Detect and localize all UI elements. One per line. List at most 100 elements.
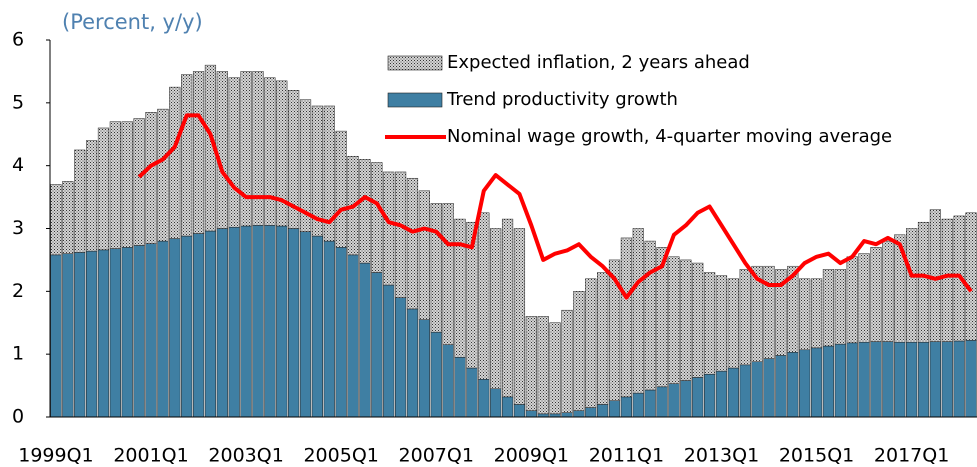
bar: [478, 379, 490, 418]
bar: [252, 71, 264, 226]
bar: [311, 105, 324, 237]
bar: [858, 253, 870, 343]
bar: [597, 272, 609, 405]
bar: [727, 367, 739, 418]
bar: [121, 121, 133, 248]
x-tick-label: 2011Q1: [589, 445, 664, 467]
bar: [394, 171, 407, 298]
bar: [894, 234, 906, 343]
bar: [573, 410, 585, 418]
bar: [525, 316, 537, 411]
bar: [216, 228, 228, 418]
bar: [490, 388, 502, 418]
bar: [109, 248, 121, 418]
bar: [323, 240, 335, 418]
x-tick-label: 2017Q1: [874, 445, 949, 467]
legend-swatch: [387, 92, 443, 108]
bar: [656, 247, 668, 388]
bar: [775, 269, 787, 356]
bar: [74, 149, 86, 253]
bar: [347, 254, 359, 418]
bar: [965, 340, 977, 418]
bar: [787, 352, 799, 418]
bar: [264, 77, 276, 226]
legend-label: Trend productivity growth: [446, 89, 678, 110]
bar: [608, 259, 621, 401]
bar: [917, 341, 930, 418]
bar: [822, 345, 835, 418]
bar: [430, 203, 442, 333]
bar: [870, 247, 882, 342]
bar: [430, 331, 442, 418]
bar: [573, 291, 585, 411]
bar: [715, 275, 728, 372]
bar: [157, 240, 169, 418]
chart-title: (Percent, y/y): [62, 10, 203, 34]
bar: [62, 253, 74, 418]
bar: [240, 71, 252, 227]
bar: [810, 347, 823, 418]
bar: [133, 118, 145, 246]
x-tick-label: 2013Q1: [684, 445, 759, 467]
y-tick-label: 6: [12, 29, 24, 51]
bar: [525, 410, 537, 418]
bar: [822, 269, 835, 347]
y-tick-label: 0: [12, 406, 24, 428]
bar: [894, 341, 906, 418]
x-tick-label: 1999Q1: [18, 445, 93, 467]
bar: [763, 358, 775, 418]
x-tick-label: 2005Q1: [303, 445, 378, 467]
bar: [751, 361, 763, 418]
bar: [668, 383, 680, 418]
bar: [620, 396, 633, 418]
bar: [680, 380, 692, 418]
bar: [406, 177, 419, 310]
bar: [561, 412, 573, 418]
bar: [335, 130, 347, 248]
bar: [692, 377, 704, 418]
bar: [739, 364, 751, 418]
bar: [680, 259, 692, 381]
bar: [442, 203, 454, 345]
bar: [418, 319, 430, 418]
bar: [751, 265, 763, 362]
bar: [846, 342, 858, 418]
bar: [62, 181, 74, 254]
bar: [929, 341, 942, 418]
bar: [834, 343, 846, 418]
bar: [620, 237, 633, 398]
y-tick-label: 2: [12, 280, 24, 302]
bar: [311, 235, 324, 418]
bar: [537, 316, 549, 415]
bar: [632, 392, 644, 418]
legend-label: Expected inflation, 2 years ahead: [447, 52, 750, 73]
bar: [252, 225, 264, 418]
bar: [703, 374, 716, 418]
bar: [846, 256, 858, 344]
bar: [941, 218, 953, 342]
bar: [501, 396, 514, 418]
bar: [371, 162, 383, 273]
bar: [228, 77, 240, 228]
x-tick-label: 2009Q1: [494, 445, 569, 467]
bar: [501, 218, 514, 398]
bar: [359, 262, 371, 418]
x-tick-label: 2003Q1: [208, 445, 283, 467]
bar: [216, 71, 228, 229]
bar: [97, 127, 110, 251]
bar: [941, 341, 953, 418]
bar: [288, 228, 300, 418]
bar: [917, 221, 930, 343]
bar: [799, 278, 811, 351]
bar: [85, 250, 98, 418]
bar: [335, 247, 347, 418]
bar: [97, 249, 110, 418]
bar: [585, 407, 597, 418]
bar: [810, 278, 823, 349]
bar: [870, 341, 882, 418]
bar: [406, 308, 419, 418]
bar: [394, 297, 407, 418]
bar: [906, 228, 918, 343]
bar: [597, 404, 609, 418]
